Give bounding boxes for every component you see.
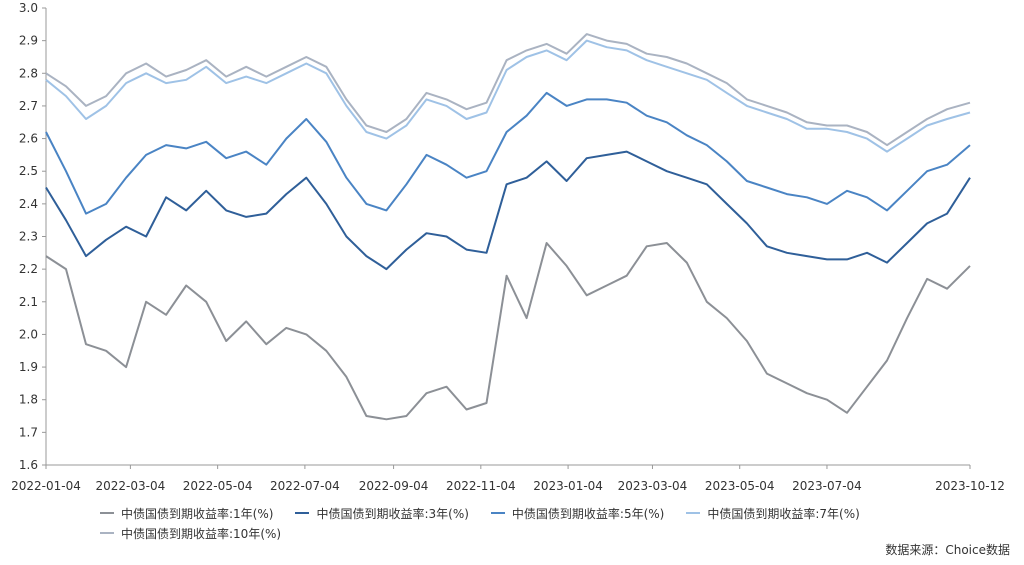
x-tick-label: 2023-01-04 — [533, 479, 603, 493]
legend: 中债国债到期收益率:1年(%) 中债国债到期收益率:3年(%) 中债国债到期收益… — [100, 503, 940, 543]
legend-item-7y: 中债国债到期收益率:7年(%) — [686, 505, 860, 522]
y-tick-label: 2.7 — [19, 99, 38, 113]
x-tick-label: 2022-03-04 — [96, 479, 166, 493]
legend-swatch-10y — [100, 532, 114, 534]
legend-row-2: 中债国债到期收益率:10年(%) — [100, 523, 940, 543]
series-line-5 — [45, 33, 971, 147]
y-tick-label: 2.8 — [19, 66, 38, 80]
x-tick-label: 2022-07-04 — [270, 479, 340, 493]
y-tick-label: 2.0 — [19, 327, 38, 341]
x-tick-label: 2022-05-04 — [183, 479, 253, 493]
legend-item-3y: 中债国债到期收益率:3年(%) — [295, 505, 469, 522]
legend-row-1: 中债国债到期收益率:1年(%) 中债国债到期收益率:3年(%) 中债国债到期收益… — [100, 503, 940, 523]
legend-label-7y: 中债国债到期收益率:7年(%) — [707, 506, 860, 521]
y-tick-label: 1.6 — [19, 458, 38, 472]
legend-swatch-1y — [100, 512, 114, 514]
y-tick-label: 2.9 — [19, 34, 38, 48]
y-tick-label: 2.5 — [19, 164, 38, 178]
legend-swatch-3y — [295, 512, 310, 514]
x-tick-label: 2022-09-04 — [359, 479, 429, 493]
x-tick-label: 2023-03-04 — [618, 479, 688, 493]
y-tick-label: 3.0 — [19, 1, 38, 15]
legend-item-1y: 中债国债到期收益率:1年(%) — [100, 505, 273, 522]
legend-item-10y: 中债国债到期收益率:10年(%) — [100, 525, 281, 542]
x-tick-label: 2023-10-12 — [935, 479, 1005, 493]
legend-swatch-7y — [686, 512, 701, 514]
legend-swatch-5y — [490, 512, 505, 514]
legend-label-3y: 中债国债到期收益率:3年(%) — [316, 506, 469, 521]
y-tick-label: 1.9 — [19, 360, 38, 374]
y-tick-label: 2.3 — [19, 230, 38, 244]
x-tick-label: 2022-11-04 — [446, 479, 516, 493]
legend-label-1y: 中债国债到期收益率:1年(%) — [121, 506, 274, 521]
series-line-3 — [45, 91, 971, 215]
y-tick-label: 1.7 — [19, 425, 38, 439]
source-note: 数据来源：Choice数据 — [885, 543, 1010, 557]
y-tick-label: 2.2 — [19, 262, 38, 276]
y-tick-label: 1.8 — [19, 393, 38, 407]
line-chart: 1.6 1.7 1.8 1.9 2.0 2.1 2.2 2.3 2.4 2.5 2.6 2.7 2.8 2… — [11, 1, 1005, 493]
y-tick-label: 2.1 — [19, 295, 38, 309]
x-tick-label: 2023-07-04 — [792, 479, 862, 493]
legend-item-5y: 中债国债到期收益率:5年(%) — [490, 505, 665, 522]
legend-label-5y: 中债国债到期收益率:5年(%) — [511, 506, 665, 521]
y-tick-label: 2.4 — [19, 197, 38, 211]
series-line-2 — [45, 150, 971, 271]
series-line-4 — [45, 39, 971, 153]
y-tick-label: 2.6 — [19, 132, 38, 146]
x-tick-label: 2023-05-04 — [705, 479, 775, 493]
series-line-1 — [45, 242, 971, 421]
legend-label-10y: 中债国债到期收益率:10年(%) — [121, 526, 282, 541]
x-tick-label: 2022-01-04 — [11, 479, 81, 493]
